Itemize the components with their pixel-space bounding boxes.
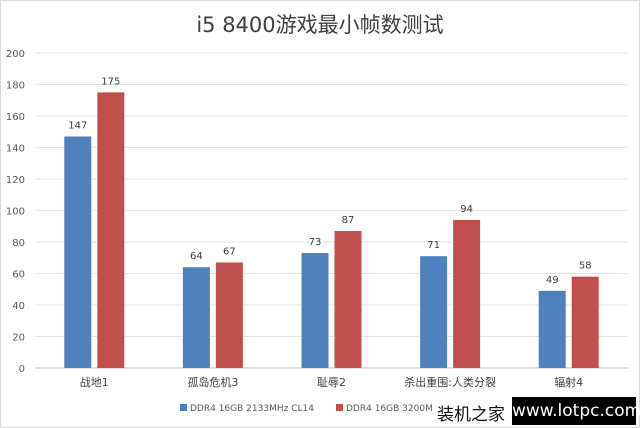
x-tick-label: 战地1 (80, 376, 109, 389)
bar (97, 92, 125, 368)
labels: 0 20 40 60 80 100 120 140 160 180 200 147 175 战地1 64 67… (6, 49, 592, 389)
y-tick-label: 60 (12, 270, 25, 281)
bar (64, 136, 92, 368)
y-tick-label: 40 (12, 301, 25, 312)
watermark-url: www.lotpc.com (512, 397, 640, 425)
data-label: 64 (190, 251, 203, 262)
data-label: 73 (309, 237, 322, 248)
watermark-brand: 装机之家 (437, 405, 505, 425)
legend: DDR4 16GB 2133MHz CL14 DDR4 16GB 3200M (180, 404, 433, 414)
data-label: 58 (579, 261, 592, 272)
data-label: 94 (460, 204, 473, 215)
x-tick-label: 辐射4 (554, 375, 583, 389)
bar (334, 230, 362, 368)
y-tick-label: 160 (6, 112, 25, 123)
y-tick-label: 140 (6, 144, 25, 155)
data-label: 67 (223, 246, 236, 257)
bar (182, 267, 210, 368)
y-tick-label: 200 (6, 49, 25, 60)
chart-title: i5 8400游戏最小帧数测试 (196, 13, 443, 37)
bar (215, 262, 243, 368)
x-tick-label: 杀出重围:人类分裂 (404, 375, 496, 389)
bar (538, 290, 566, 368)
y-tick-label: 80 (12, 238, 25, 249)
legend-swatch (180, 404, 187, 411)
y-tick-label: 100 (6, 207, 25, 218)
data-label: 87 (342, 215, 355, 226)
bar (301, 253, 329, 368)
y-tick-label: 20 (12, 333, 25, 344)
gridlines (35, 52, 628, 369)
y-tick-label: 120 (6, 175, 25, 186)
data-label: 175 (101, 76, 120, 87)
y-tick-label: 0 (19, 364, 25, 375)
x-tick-label: 耻辱2 (317, 375, 346, 389)
bar (420, 256, 448, 368)
legend-label: DDR4 16GB 3200M (346, 404, 433, 414)
bar (453, 219, 481, 368)
data-label: 147 (68, 120, 87, 131)
bar (571, 276, 599, 368)
x-tick-label: 孤岛危机3 (187, 375, 238, 389)
legend-label: DDR4 16GB 2133MHz CL14 (190, 404, 314, 414)
y-tick-label: 180 (6, 81, 25, 92)
data-label: 71 (427, 240, 440, 251)
data-label: 49 (546, 275, 559, 286)
bars (64, 92, 599, 368)
legend-swatch (336, 404, 343, 411)
